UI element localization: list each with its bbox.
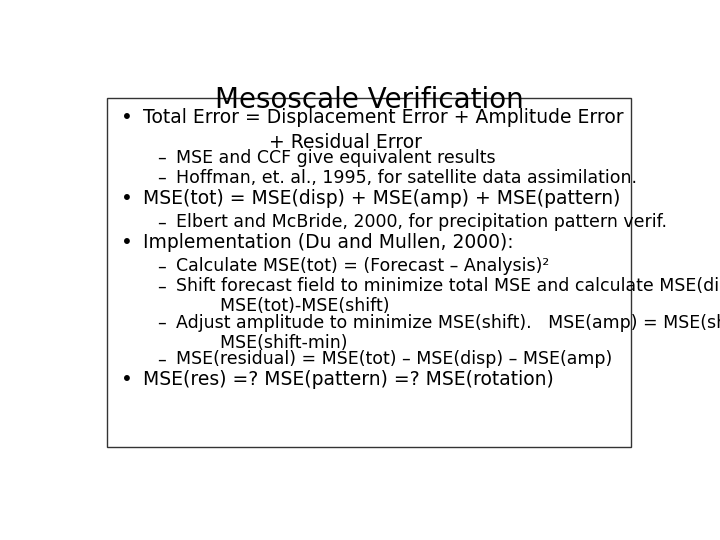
Text: + Residual Error: + Residual Error (143, 133, 422, 152)
Text: Elbert and McBride, 2000, for precipitation pattern verif.: Elbert and McBride, 2000, for precipitat… (176, 213, 667, 231)
Text: –: – (157, 258, 166, 275)
Text: MSE(tot) = MSE(disp) + MSE(amp) + MSE(pattern): MSE(tot) = MSE(disp) + MSE(amp) + MSE(pa… (143, 189, 621, 208)
Text: Adjust amplitude to minimize MSE(shift).   MSE(amp) = MSE(shift) –: Adjust amplitude to minimize MSE(shift).… (176, 314, 720, 332)
Text: MSE(tot)-MSE(shift): MSE(tot)-MSE(shift) (176, 297, 390, 315)
Text: Calculate MSE(tot) = (Forecast – Analysis)²: Calculate MSE(tot) = (Forecast – Analysi… (176, 258, 550, 275)
Text: Mesoscale Verification: Mesoscale Verification (215, 85, 523, 113)
Text: Implementation (Du and Mullen, 2000):: Implementation (Du and Mullen, 2000): (143, 233, 513, 252)
Text: Total Error = Displacement Error + Amplitude Error: Total Error = Displacement Error + Ampli… (143, 109, 624, 127)
Text: •: • (121, 370, 132, 389)
Text: –: – (157, 213, 166, 231)
Text: Shift forecast field to minimize total MSE and calculate MSE(disp) =: Shift forecast field to minimize total M… (176, 277, 720, 295)
Text: –: – (157, 314, 166, 332)
Text: •: • (121, 189, 132, 208)
Text: Hoffman, et. al., 1995, for satellite data assimilation.: Hoffman, et. al., 1995, for satellite da… (176, 169, 637, 187)
Text: –: – (157, 149, 166, 167)
Text: MSE(res) =? MSE(pattern) =? MSE(rotation): MSE(res) =? MSE(pattern) =? MSE(rotation… (143, 370, 554, 389)
Text: MSE(residual) = MSE(tot) – MSE(disp) – MSE(amp): MSE(residual) = MSE(tot) – MSE(disp) – M… (176, 350, 613, 368)
Text: –: – (157, 169, 166, 187)
Text: •: • (121, 233, 132, 252)
FancyBboxPatch shape (107, 98, 631, 447)
Text: •: • (121, 109, 132, 127)
Text: –: – (157, 277, 166, 295)
Text: MSE and CCF give equivalent results: MSE and CCF give equivalent results (176, 149, 496, 167)
Text: –: – (157, 350, 166, 368)
Text: MSE(shift-min): MSE(shift-min) (176, 334, 348, 352)
